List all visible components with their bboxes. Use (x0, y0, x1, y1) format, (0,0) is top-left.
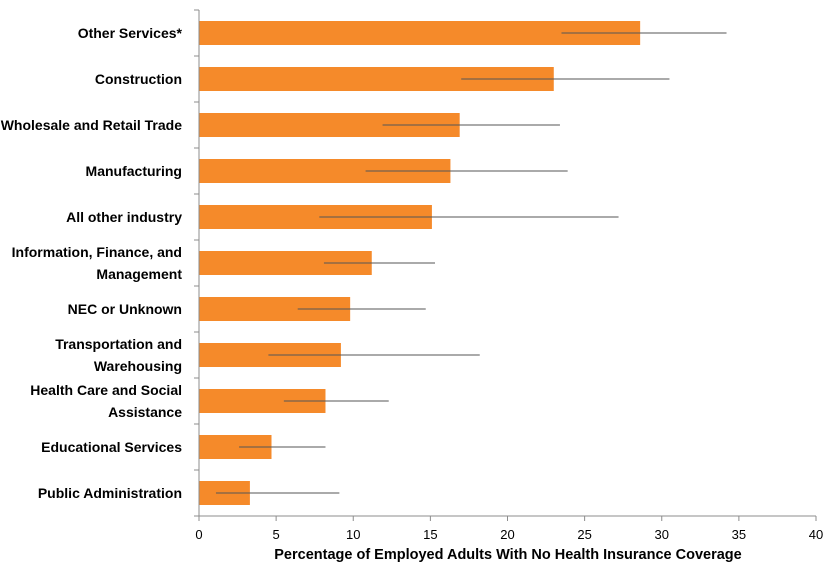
category-label: Wholesale and Retail Trade (0, 117, 182, 133)
x-tick-label: 40 (809, 527, 823, 542)
category-label: All other industry (66, 209, 182, 225)
category-label: Other Services* (77, 25, 182, 41)
category-label: Transportation and Warehousing (55, 336, 182, 374)
category-label: Construction (94, 71, 182, 87)
x-tick-label: 30 (655, 527, 669, 542)
category-label: NEC or Unknown (67, 301, 182, 317)
category-label: Public Administration (37, 485, 182, 501)
x-tick-label: 10 (346, 527, 360, 542)
x-tick-label: 35 (732, 527, 746, 542)
category-label: Educational Services (41, 439, 182, 455)
x-tick-label: 0 (195, 527, 202, 542)
x-tick-label: 5 (273, 527, 280, 542)
category-label: Health Care and Social Assistance (30, 382, 182, 420)
category-label: Information, Finance, and Management (11, 244, 182, 282)
x-tick-label: 15 (423, 527, 437, 542)
category-label: Manufacturing (85, 163, 182, 179)
x-axis-title: Percentage of Employed Adults With No He… (274, 547, 742, 563)
x-tick-label: 20 (500, 527, 514, 542)
x-tick-label: 25 (577, 527, 591, 542)
